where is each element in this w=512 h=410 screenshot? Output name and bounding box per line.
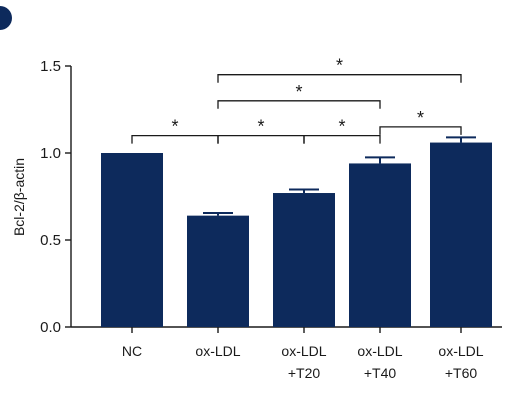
significance-star: * [338, 117, 345, 137]
significance-bracket [379, 126, 462, 135]
y-tick-label: 1.5 [40, 58, 61, 75]
y-ticks: 0.0 0.5 1.0 1.5 [40, 58, 71, 336]
significance-star: * [171, 117, 178, 137]
bar [273, 193, 335, 327]
x-tick-label: ox-LDL +T20 [281, 343, 326, 381]
x-tick-label: ox-LDL [195, 343, 240, 359]
x-tick-label: NC [122, 343, 142, 359]
significance-star: * [417, 108, 424, 128]
x-tick-label: ox-LDL +T60 [438, 343, 483, 381]
significance-star: * [295, 82, 302, 102]
significance-bracket [217, 74, 462, 83]
y-axis-label: Bcl-2/β-actin [11, 158, 27, 236]
significance-bracket [217, 100, 381, 109]
significance-star: * [257, 117, 264, 137]
bars [101, 142, 492, 327]
bar [101, 153, 163, 327]
significance-star: * [336, 56, 343, 76]
y-tick-label: 0.0 [40, 319, 61, 336]
significance-bracket [131, 134, 219, 144]
x-ticks: NC ox-LDL ox-LDL +T20 ox-LDL +T40 ox-LDL +T60 [122, 327, 484, 381]
y-tick-label: 0.5 [40, 232, 61, 249]
y-tick-label: 1.0 [40, 145, 61, 162]
bar [430, 142, 492, 327]
panel-marker [0, 6, 12, 30]
significance-bracket [303, 134, 381, 144]
x-tick-label: ox-LDL +T40 [357, 343, 402, 381]
error-bars [203, 136, 476, 216]
bar [349, 163, 411, 327]
significance-bracket [217, 134, 305, 144]
significance-brackets: * * * * * * [131, 56, 462, 144]
bar [187, 215, 249, 327]
